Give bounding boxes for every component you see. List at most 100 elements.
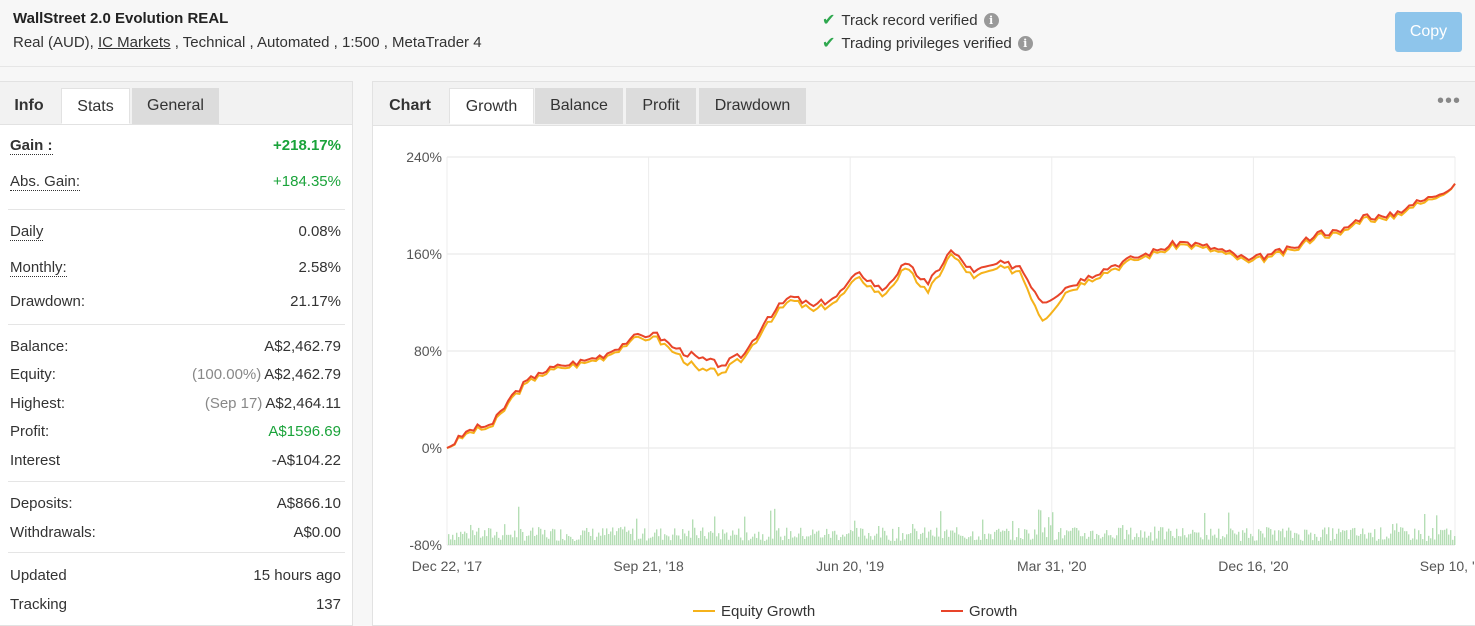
tab-general[interactable]: General [132, 88, 219, 124]
volume-bar [968, 537, 970, 545]
volume-bar [796, 537, 798, 545]
stat-abs-gain: Abs. Gain: +184.35% [10, 173, 341, 191]
volume-bar [1116, 535, 1118, 545]
volume-bar [696, 535, 698, 545]
info-icon[interactable]: i [983, 12, 999, 28]
volume-bar [1158, 530, 1160, 545]
y-tick-label: 80% [414, 343, 442, 359]
volume-bar [582, 530, 584, 545]
volume-bar [1202, 539, 1204, 545]
volume-bar [1400, 527, 1402, 545]
volume-bar [1270, 529, 1272, 545]
volume-bar [1002, 530, 1004, 545]
volume-bar [1108, 535, 1110, 545]
volume-bar [654, 532, 656, 545]
volume-bar [1138, 537, 1140, 545]
volume-bar [482, 536, 484, 545]
volume-bar [1258, 529, 1260, 545]
daily-label[interactable]: Daily [10, 223, 44, 241]
volume-bar [1234, 533, 1236, 545]
volume-bar [1282, 528, 1284, 545]
volume-bar [1236, 534, 1238, 545]
divider [8, 209, 345, 210]
volume-bar [1044, 527, 1046, 545]
volume-bar [1092, 530, 1094, 545]
volume-bar [1276, 540, 1278, 545]
broker-link[interactable]: IC Markets [98, 34, 171, 51]
more-options-icon[interactable]: ••• [1436, 90, 1461, 112]
volume-bar [782, 540, 784, 545]
stat-updated: Updated 15 hours ago [10, 567, 341, 584]
check-icon: ✔ [822, 35, 836, 52]
volume-bar [520, 528, 522, 545]
stat-equity: Equity: (100.00%) A$2,462.79 [10, 366, 341, 383]
volume-bar [606, 528, 608, 545]
volume-bar [622, 529, 624, 545]
volume-bar [1346, 530, 1348, 545]
volume-bar [1316, 536, 1318, 545]
volume-bar [834, 530, 836, 545]
divider [8, 481, 345, 482]
volume-bar [686, 536, 688, 545]
info-icon[interactable]: i [1017, 35, 1033, 51]
volume-bar [1286, 530, 1288, 545]
volume-bar [1294, 532, 1296, 545]
volume-bar [826, 528, 828, 545]
volume-bar [846, 534, 848, 545]
volume-bar [510, 534, 512, 545]
volume-bar [1254, 540, 1256, 545]
volume-bar [992, 539, 994, 545]
account-type: Real (AUD), [13, 34, 99, 51]
volume-bar [1344, 530, 1346, 545]
volume-bar [994, 531, 996, 545]
volume-bar [974, 540, 976, 545]
tab-drawdown[interactable]: Drawdown [699, 88, 806, 124]
stat-gain: Gain : +218.17% [10, 137, 341, 155]
tab-growth[interactable]: Growth [449, 88, 534, 124]
tab-info[interactable]: Info [14, 97, 44, 114]
volume-bar [926, 537, 928, 545]
volume-bar [762, 534, 764, 545]
volume-bar [830, 537, 832, 545]
volume-bar [484, 530, 486, 545]
volume-bar [1324, 527, 1326, 545]
volume-bar [1290, 530, 1292, 545]
volume-bar [1076, 527, 1078, 545]
volume-bar [684, 533, 686, 545]
volume-bar [706, 538, 708, 545]
volume-bar [812, 529, 814, 545]
volume-bar [1050, 525, 1052, 545]
volume-bar [872, 539, 874, 545]
x-tick-label: Sep 10, '21 [1420, 558, 1474, 574]
volume-bar [618, 528, 620, 545]
volume-bar [708, 532, 710, 545]
legend-label: Growth [969, 603, 1017, 620]
monthly-label[interactable]: Monthly: [10, 259, 67, 277]
volume-bar [1380, 527, 1382, 545]
volume-bar [720, 539, 722, 545]
volume-bar [912, 524, 914, 545]
abs-gain-label[interactable]: Abs. Gain: [10, 173, 81, 191]
volume-bar [844, 536, 846, 545]
tab-balance[interactable]: Balance [535, 88, 623, 124]
x-tick-label: Dec 22, '17 [412, 558, 483, 574]
tab-chart[interactable]: Chart [389, 97, 431, 114]
volume-bar [908, 534, 910, 545]
volume-bar [602, 528, 604, 545]
volume-bar [1416, 539, 1418, 545]
volume-bar [1170, 530, 1172, 545]
volume-bar [840, 537, 842, 545]
volume-bar [1086, 538, 1088, 545]
volume-bar [1102, 536, 1104, 545]
gain-label[interactable]: Gain : [10, 137, 53, 155]
volume-bar [574, 540, 576, 545]
volume-bar [1336, 533, 1338, 545]
y-tick-label: -80% [409, 537, 442, 553]
tab-stats[interactable]: Stats [61, 88, 130, 124]
copy-button[interactable]: Copy [1395, 12, 1462, 52]
volume-bar [910, 533, 912, 545]
volume-bar [1288, 527, 1290, 545]
volume-bar [1440, 529, 1442, 545]
tab-profit[interactable]: Profit [626, 88, 696, 124]
volume-bar [644, 528, 646, 545]
